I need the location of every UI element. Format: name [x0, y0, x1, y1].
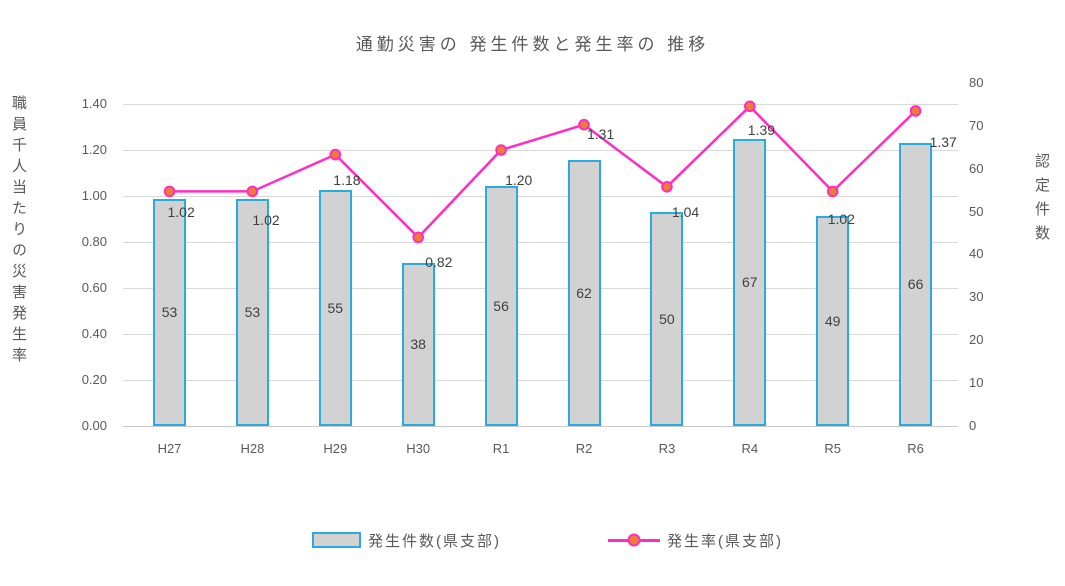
rate-value-label: 1.02	[827, 211, 855, 228]
gridline	[123, 288, 958, 289]
line-marker[interactable]	[329, 148, 342, 161]
bar[interactable]	[733, 138, 767, 426]
x-axis-category-label: H28	[240, 441, 265, 456]
bar-value-label: 53	[161, 304, 178, 321]
bar[interactable]	[401, 262, 435, 426]
bar-series-swatch	[312, 532, 361, 548]
right-axis-tick-label: 80	[969, 74, 984, 90]
legend-item-line-series[interactable]: 発生率(県支部)	[608, 528, 783, 552]
line-marker[interactable]	[744, 100, 756, 113]
bar[interactable]	[650, 211, 684, 426]
gridline	[123, 242, 958, 243]
left-axis-tick-label: 0.40	[81, 326, 107, 341]
legend-label-bar-series: 発生件数(県支部)	[368, 532, 501, 550]
x-axis-category-label: H29	[323, 441, 348, 456]
bar-value-label: 62	[576, 285, 592, 301]
bar-value-label: 49	[824, 312, 841, 329]
x-axis-category-label: R2	[575, 441, 593, 456]
rate-value-label: 1.39	[747, 122, 776, 139]
chart-legend: 発生件数(県支部) 発生率(県支部)	[0, 528, 1065, 552]
right-axis-tick-label: 30	[969, 289, 984, 305]
rate-value-label: 1.02	[167, 204, 195, 221]
rate-value-label: 1.20	[505, 172, 533, 188]
x-axis-category-label: R5	[824, 441, 841, 456]
x-axis-category-label: H27	[157, 441, 182, 456]
left-axis-tick-label: 0.80	[81, 234, 107, 249]
left-axis-tick-label: 0.00	[81, 418, 107, 433]
right-axis-tick-label: 40	[969, 246, 984, 262]
gridline	[123, 334, 958, 335]
bar-value-label: 56	[493, 297, 509, 314]
x-axis-category-label: R1	[492, 441, 510, 456]
left-axis-tick-label: 0.60	[81, 280, 107, 295]
right-axis-tick-label: 0	[969, 418, 977, 433]
left-axis-tick-label: 1.20	[81, 142, 107, 157]
bar[interactable]	[484, 185, 518, 426]
x-axis-category-label: R4	[741, 441, 759, 456]
line-marker[interactable]	[246, 185, 259, 198]
x-axis-category-label: R6	[907, 441, 924, 456]
gridline	[123, 196, 958, 197]
line-marker[interactable]	[578, 118, 590, 131]
right-axis-tick-label: 50	[969, 203, 984, 219]
left-axis-title: 職員千人当たりの災害発生率	[10, 95, 27, 368]
bar-value-label: 38	[410, 336, 426, 353]
rate-value-label: 1.18	[333, 171, 361, 188]
gridline	[123, 104, 958, 105]
left-axis-tick-label: 1.40	[81, 96, 107, 111]
bar[interactable]	[235, 198, 269, 426]
rate-value-label: 0.82	[425, 254, 453, 271]
gridline	[123, 150, 958, 151]
legend-label-line-series: 発生率(県支部)	[667, 532, 783, 550]
right-axis-title: 認定件数	[1033, 153, 1050, 249]
bar[interactable]	[567, 160, 601, 426]
bar[interactable]	[816, 215, 850, 426]
left-axis-tick-label: 1.00	[81, 188, 107, 203]
line-series-swatch	[608, 533, 660, 547]
line-marker[interactable]	[826, 185, 839, 198]
bar-value-label: 67	[742, 274, 758, 291]
right-axis-tick-label: 60	[969, 160, 984, 176]
right-axis-tick-label: 20	[969, 332, 984, 348]
line-marker[interactable]	[661, 181, 673, 193]
rate-value-label: 1.31	[587, 125, 615, 142]
rate-value-label: 1.02	[252, 212, 280, 229]
bar[interactable]	[153, 198, 186, 426]
trend-line[interactable]	[169, 104, 917, 240]
line-marker[interactable]	[495, 144, 507, 156]
legend-item-bar-series[interactable]: 発生件数(県支部)	[312, 528, 501, 552]
bar-value-label: 53	[244, 304, 261, 321]
right-axis-tick-label: 70	[969, 117, 984, 133]
right-axis-tick-label: 10	[969, 375, 984, 391]
bar[interactable]	[899, 142, 933, 426]
x-axis-category-label: H30	[406, 441, 431, 456]
chart-title: 通勤災害の 発生件数と発生率の 推移	[355, 35, 710, 54]
left-axis-tick-label: 0.20	[81, 372, 107, 387]
bar[interactable]	[318, 190, 352, 426]
gridline	[123, 380, 958, 381]
x-axis-category-label: R3	[658, 441, 676, 456]
rate-value-label: 1.04	[671, 203, 700, 220]
line-marker[interactable]	[909, 105, 922, 117]
rate-value-label: 1.37	[929, 133, 957, 150]
x-axis-line	[123, 426, 958, 427]
line-marker[interactable]	[163, 185, 176, 198]
bar-value-label: 66	[907, 276, 924, 293]
line-marker[interactable]	[412, 231, 425, 244]
bar-value-label: 55	[327, 300, 344, 317]
bar-value-label: 50	[659, 310, 675, 327]
line-marker-dot-icon	[627, 533, 641, 547]
